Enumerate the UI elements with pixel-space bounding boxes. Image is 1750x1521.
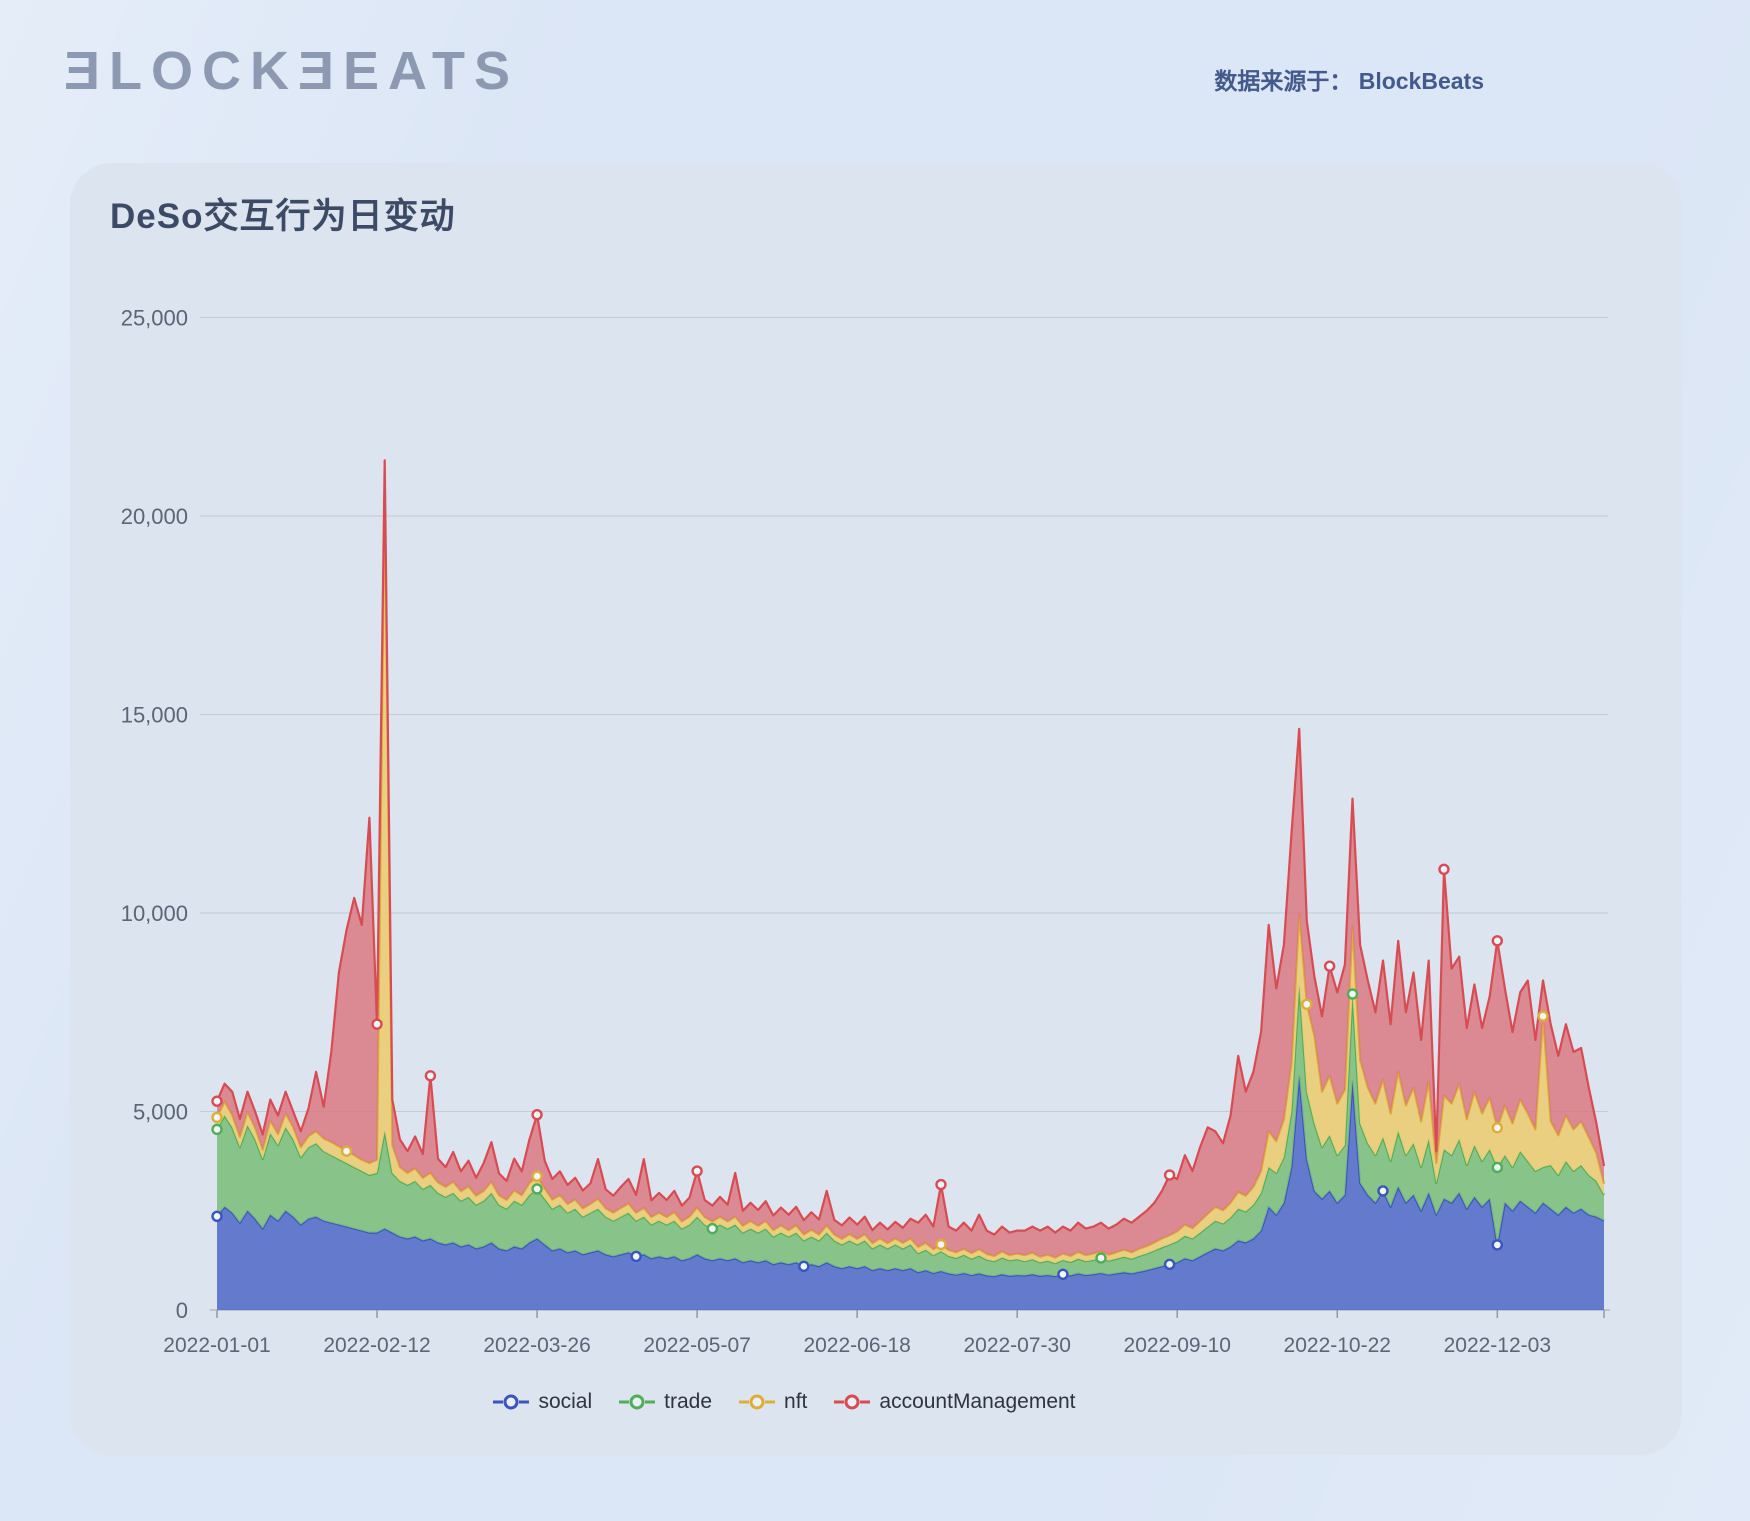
legend-label-social: social [538, 1390, 593, 1413]
data-source-label: 数据来源于： BlockBeats [1214, 68, 1484, 94]
y-axis-tick-label: 10,000 [121, 901, 188, 926]
social-marker [630, 1250, 642, 1263]
accountManagement-marker [691, 1165, 703, 1177]
accountManagement-marker [531, 1108, 543, 1121]
accountManagement-line [215, 459, 1606, 1236]
y-axis-tick-label: 15,000 [121, 703, 188, 728]
legend-marker-nft [739, 1394, 776, 1410]
trade-marker [1095, 1252, 1107, 1264]
blockbeats-logo: ƎLOCKƎEATS [64, 41, 520, 101]
legend-item-trade[interactable]: trade [618, 1390, 712, 1414]
trade-marker [211, 1123, 223, 1136]
legend-marker-trade [619, 1394, 656, 1410]
legend-item-nft[interactable]: nft [738, 1390, 807, 1414]
accountManagement-marker [1163, 1169, 1176, 1181]
legend-label-accountManagement: accountManagement [879, 1390, 1076, 1413]
accountManagement-marker [1323, 960, 1336, 972]
social-marker [798, 1260, 810, 1273]
x-axis-tick-label: 2022-09-10 [1124, 1334, 1231, 1357]
trade-marker [1346, 988, 1359, 1000]
x-axis-tick-label: 2022-01-01 [163, 1334, 270, 1357]
legend-label-nft: nft [784, 1390, 808, 1413]
accountManagement-marker [424, 1070, 437, 1082]
accountManagement-marker [1491, 935, 1504, 947]
social-marker [1377, 1185, 1389, 1197]
accountManagement-area [217, 460, 1604, 1258]
x-axis-tick-label: 2022-02-12 [323, 1334, 430, 1357]
nft-marker [1301, 998, 1313, 1011]
nft-marker [1537, 1010, 1549, 1022]
y-axis-tick-label: 25,000 [121, 306, 188, 331]
y-axis-tick-label: 20,000 [121, 504, 188, 529]
legend-item-accountManagement[interactable]: accountManagement [833, 1390, 1076, 1414]
trade-marker [1491, 1161, 1504, 1174]
nft-marker [531, 1170, 543, 1182]
social-marker [1057, 1268, 1069, 1280]
trade-marker [531, 1183, 543, 1195]
accountManagement-marker [935, 1178, 947, 1191]
legend-marker-accountManagement [834, 1394, 871, 1410]
legend-marker-social [493, 1394, 530, 1410]
trade-marker [706, 1222, 719, 1235]
chart-title: DeSo交互行为日变动 [110, 197, 456, 236]
trade-area [217, 985, 1604, 1277]
y-axis-tick-label: 5,000 [133, 1100, 188, 1125]
social-marker [211, 1210, 223, 1223]
social-marker [1163, 1258, 1176, 1271]
nft-marker [211, 1111, 223, 1124]
x-axis-tick-label: 2022-12-03 [1444, 1334, 1551, 1357]
accountManagement-marker [371, 1018, 383, 1030]
legend-label-trade: trade [664, 1390, 713, 1413]
accountManagement-marker [211, 1095, 223, 1107]
nft-marker [340, 1145, 353, 1157]
accountManagement-marker [1438, 863, 1450, 876]
chart-legend: social trade nft accountManagement [0, 1390, 1659, 1414]
x-axis-tick-label: 2022-05-07 [643, 1334, 750, 1357]
x-axis-tick-label: 2022-03-26 [483, 1334, 590, 1357]
y-axis-tick-label: 0 [176, 1298, 188, 1323]
nft-marker [935, 1238, 947, 1251]
x-axis-tick-label: 2022-06-18 [803, 1334, 910, 1357]
x-axis-tick-label: 2022-10-22 [1284, 1334, 1391, 1357]
nft-marker [1491, 1122, 1504, 1134]
x-axis-tick-label: 2022-07-30 [963, 1334, 1070, 1357]
social-marker [1491, 1239, 1504, 1251]
legend-item-social[interactable]: social [492, 1390, 592, 1414]
